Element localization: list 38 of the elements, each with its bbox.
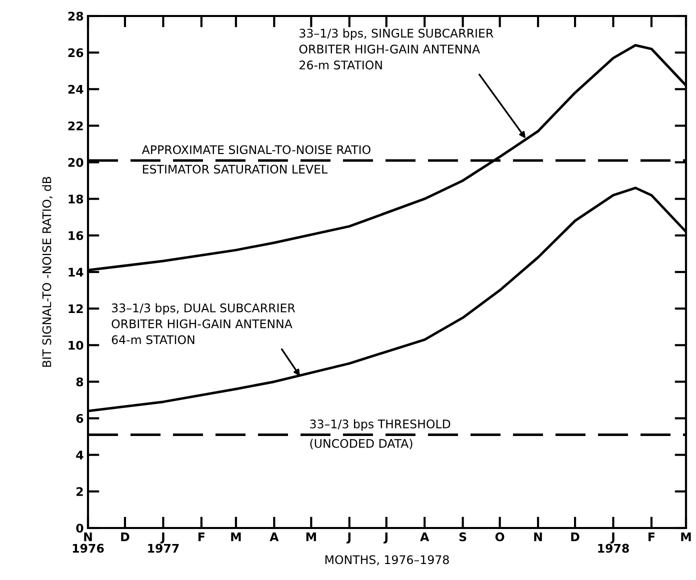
ref-line-label: APPROXIMATE SIGNAL-TO-NOISE RATIO ESTIMATOR SATURATION LEVEL	[142, 145, 370, 174]
y-tick-label: 14	[68, 268, 84, 276]
y-tick-label: 10	[68, 340, 84, 350]
x-tick-label: A	[270, 532, 279, 542]
x-tick-label: D	[571, 532, 580, 542]
x-tick-label: D	[121, 532, 130, 542]
y-tick-label: 16	[68, 231, 84, 240]
x-tick-label: F	[648, 532, 655, 542]
y-tick-label: 4	[76, 450, 84, 460]
x-tick-label: M	[681, 532, 691, 542]
x-tick-label: M	[306, 532, 316, 542]
y-tick-label: 8	[76, 377, 84, 386]
x-tick-label: S	[459, 532, 466, 542]
y-tick-label: 28	[68, 12, 84, 21]
y-axis-title: BIT SIGNAL-TO -NOISE RATIO, dB	[42, 176, 52, 367]
ref-line-label: 33–1/3 bps THRESHOLD (UNCODED DATA)	[310, 419, 450, 450]
x-tick-label: M	[231, 532, 241, 542]
x-tick-label: J 1977	[148, 532, 179, 553]
x-tick-label: A	[420, 532, 430, 542]
x-tick-label: J 1978	[598, 532, 629, 553]
annotation: 33–1/3 bps, SINGLE SUBCARRIER ORBITER HIGH-GAIN ANTENNA 26-m STATION	[299, 28, 494, 70]
y-tick-label: 20	[68, 158, 84, 167]
y-tick-label: 22	[68, 121, 83, 130]
x-tick-label: J	[384, 532, 388, 544]
y-tick-label: 24	[68, 84, 84, 94]
x-axis-title: MONTHS, 1976–1978	[325, 555, 449, 566]
x-tick-label: J	[346, 532, 350, 544]
y-tick-label: 2	[76, 487, 83, 496]
y-tick-label: 0	[76, 524, 84, 533]
x-tick-label: N	[534, 532, 542, 542]
x-tick-label: O	[495, 532, 504, 542]
y-tick-label: 12	[68, 304, 83, 314]
x-tick-label: N 1976	[72, 532, 104, 553]
annotation: 33–1/3 bps, DUAL SUBCARRIER ORBITER HIGH-GAIN ANTENNA 64-m STATION	[112, 303, 296, 344]
x-tick-label: F	[198, 532, 204, 542]
y-tick-label: 6	[76, 414, 84, 423]
y-tick-label: 26	[68, 48, 84, 58]
y-tick-label: 18	[68, 194, 84, 204]
